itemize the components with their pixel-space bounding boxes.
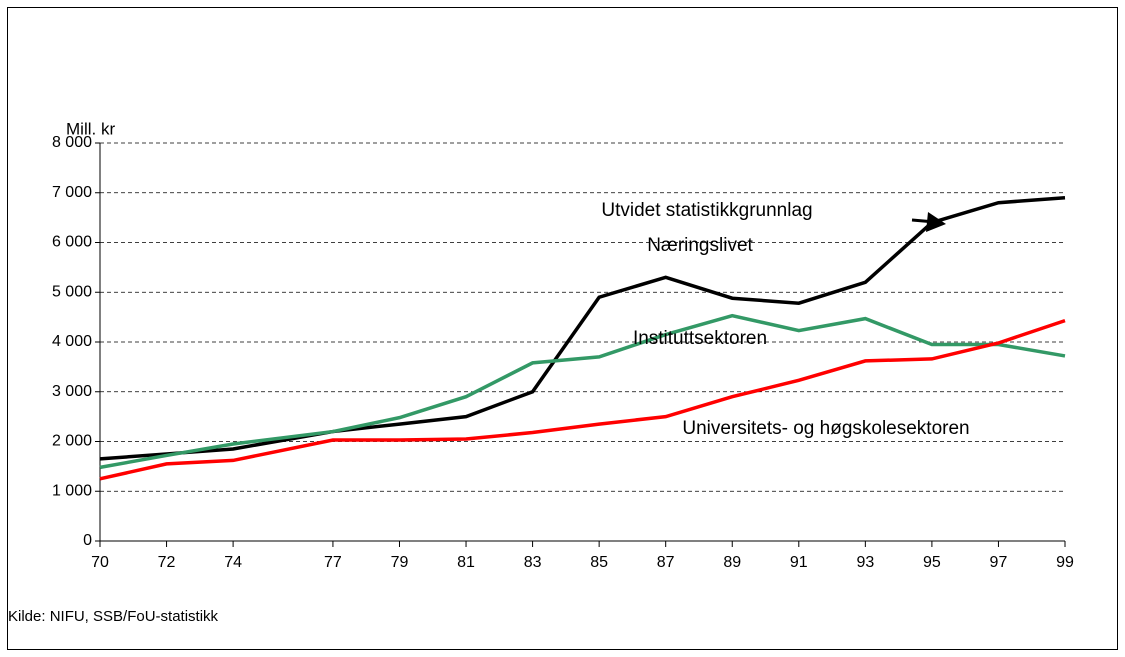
y-tick-label: 8 000 [52, 134, 92, 151]
series-label: Universitets- og høgskolesektoren [682, 418, 969, 439]
x-tick-label: 87 [657, 554, 675, 571]
x-tick-label: 77 [324, 554, 342, 571]
x-tick-label: 89 [723, 554, 741, 571]
x-tick-label: 91 [790, 554, 808, 571]
x-tick-label: 79 [391, 554, 409, 571]
y-axis-label: Mill. kr [66, 119, 115, 138]
y-tick-label: 5 000 [52, 283, 92, 300]
series-line [99, 318, 1066, 481]
x-tick-label: 95 [923, 554, 941, 571]
y-tick-label: 0 [83, 532, 92, 549]
y-tick-label: 4 000 [52, 333, 92, 350]
x-tick-label: 97 [990, 554, 1008, 571]
y-tick-label: 3 000 [52, 383, 92, 400]
series-line [99, 313, 1066, 470]
y-tick-label: 7 000 [52, 184, 92, 201]
series-line [99, 195, 1066, 461]
x-tick-label: 81 [457, 554, 475, 571]
series-label: Næringslivet [647, 235, 753, 256]
source: Kilde: NIFU, SSB/FoU-statistikk [8, 608, 219, 625]
y-tick-label: 6 000 [52, 234, 92, 251]
x-tick-label: 70 [91, 554, 109, 571]
annotation: Utvidet statistikkgrunnlag [601, 200, 812, 221]
y-tick-label: 1 000 [52, 482, 92, 499]
series-label: Instituttsektoren [633, 328, 767, 349]
x-tick-label: 72 [158, 554, 176, 571]
x-tick-label: 83 [524, 554, 542, 571]
y-tick-label: 2 000 [52, 433, 92, 450]
frame [7, 7, 1118, 650]
x-tick-label: 85 [590, 554, 608, 571]
x-tick-label: 93 [856, 554, 874, 571]
x-tick-label: 74 [224, 554, 242, 571]
x-tick-label: 99 [1056, 554, 1074, 571]
